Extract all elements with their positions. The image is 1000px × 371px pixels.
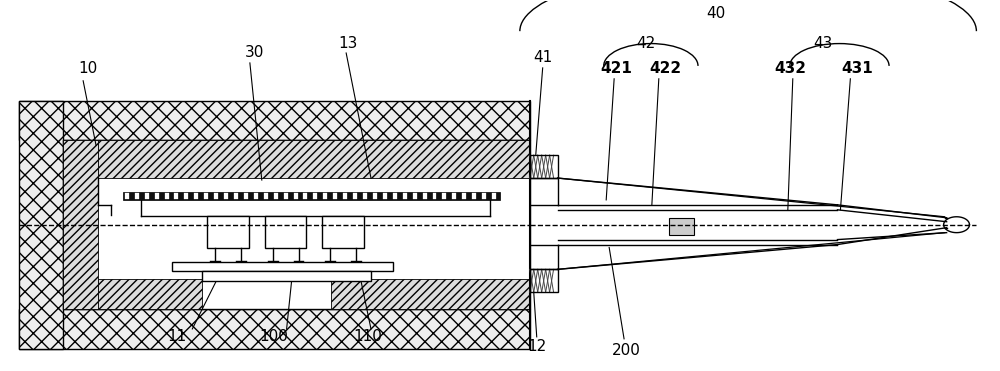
Bar: [98, 279, 202, 309]
Bar: [383, 193, 387, 199]
Bar: [492, 193, 496, 199]
Bar: [125, 193, 129, 199]
Bar: [363, 193, 367, 199]
Bar: [530, 155, 558, 178]
Text: 110: 110: [354, 329, 382, 344]
Bar: [174, 193, 178, 199]
Bar: [244, 193, 248, 199]
Bar: [482, 193, 486, 199]
Bar: [472, 193, 476, 199]
Bar: [452, 193, 456, 199]
Bar: [19, 309, 530, 349]
Text: 40: 40: [707, 6, 726, 21]
Bar: [264, 193, 268, 199]
Bar: [413, 193, 417, 199]
Text: 12: 12: [527, 339, 546, 354]
Bar: [155, 193, 159, 199]
Bar: [393, 193, 397, 199]
Text: 100: 100: [259, 329, 288, 344]
Bar: [145, 193, 149, 199]
Bar: [343, 193, 347, 199]
Bar: [214, 193, 218, 199]
Text: 13: 13: [338, 36, 358, 50]
Text: 41: 41: [533, 50, 552, 65]
Bar: [184, 193, 188, 199]
Bar: [433, 193, 436, 199]
Text: 421: 421: [600, 61, 632, 76]
Text: 30: 30: [245, 46, 265, 60]
Bar: [274, 193, 278, 199]
Bar: [313, 193, 317, 199]
Bar: [265, 216, 306, 247]
Text: 432: 432: [775, 61, 807, 76]
Bar: [403, 193, 407, 199]
Bar: [323, 193, 327, 199]
Bar: [224, 193, 228, 199]
Text: 422: 422: [650, 61, 682, 76]
Text: 43: 43: [813, 36, 832, 50]
Bar: [333, 193, 337, 199]
Bar: [234, 193, 238, 199]
Text: 200: 200: [612, 343, 640, 358]
Bar: [331, 279, 530, 309]
Bar: [63, 140, 98, 309]
Bar: [423, 193, 427, 199]
Bar: [98, 140, 530, 178]
Bar: [204, 193, 208, 199]
Bar: [19, 101, 63, 349]
Bar: [165, 193, 169, 199]
Bar: [207, 216, 249, 247]
Text: 42: 42: [636, 36, 656, 50]
Bar: [135, 193, 139, 199]
Bar: [669, 218, 694, 234]
Bar: [373, 193, 377, 199]
Bar: [254, 193, 258, 199]
Bar: [19, 101, 530, 140]
Bar: [194, 193, 198, 199]
Bar: [462, 193, 466, 199]
Bar: [284, 193, 288, 199]
Text: 10: 10: [78, 61, 98, 76]
Bar: [123, 192, 500, 200]
Bar: [322, 216, 364, 247]
Bar: [202, 271, 371, 281]
Bar: [63, 140, 530, 309]
Bar: [172, 262, 393, 271]
Bar: [353, 193, 357, 199]
Bar: [530, 269, 558, 292]
Text: 11: 11: [168, 329, 187, 344]
Bar: [294, 193, 298, 199]
Bar: [303, 193, 307, 199]
Text: 431: 431: [841, 61, 873, 76]
Bar: [442, 193, 446, 199]
